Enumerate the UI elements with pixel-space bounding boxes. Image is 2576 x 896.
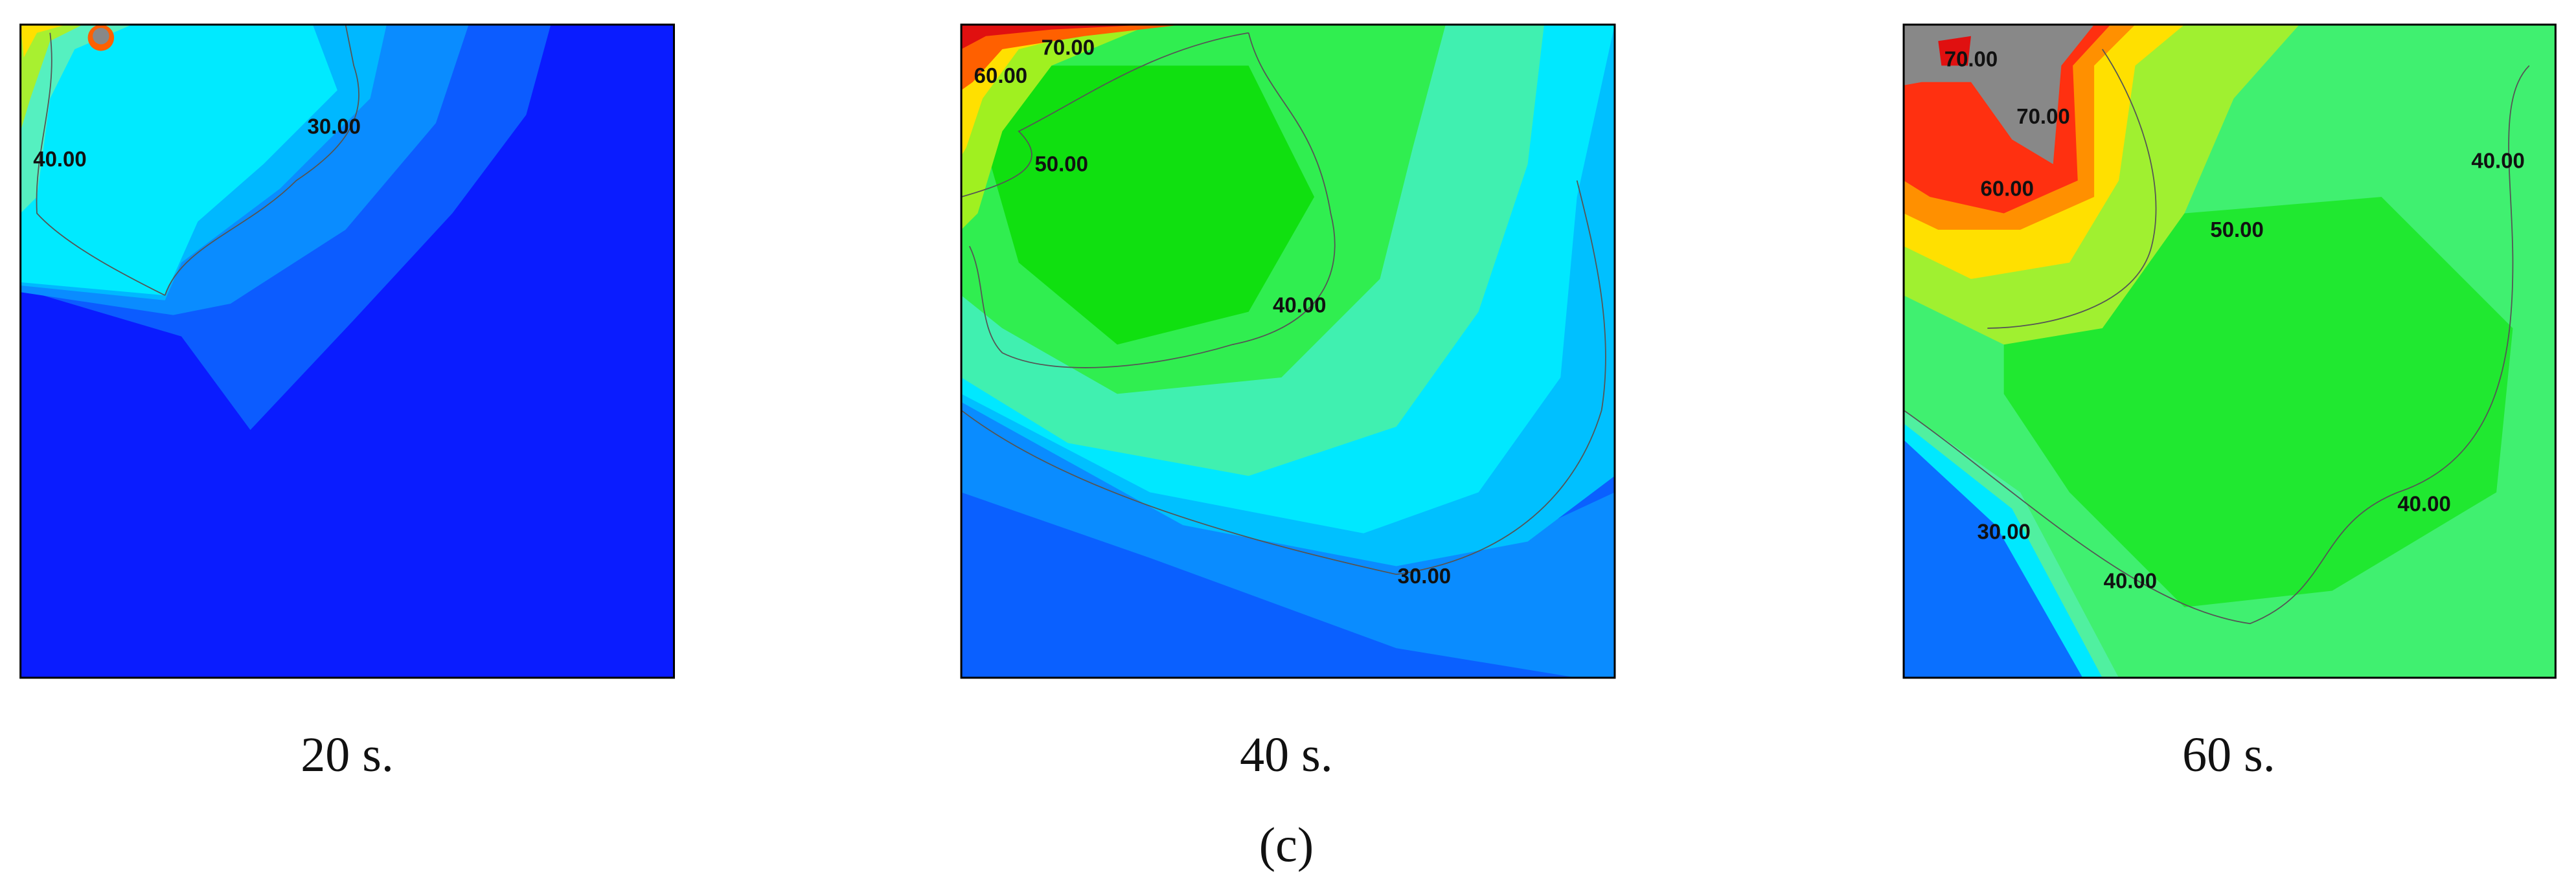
panel-caption: 20 s. — [301, 728, 394, 782]
labels: 20 s. 40.00 30.00 40 s. 70.00 60.00 50.00 40.00… — [33, 36, 2525, 873]
contour-label: 40.00 — [33, 147, 86, 171]
panel-caption: 60 s. — [2182, 728, 2275, 782]
panel-frame — [1902, 23, 2557, 679]
figure-label: (c) — [1259, 818, 1314, 872]
contour-field — [961, 25, 1615, 678]
panel-frame — [19, 23, 676, 679]
contour-label: 50.00 — [1034, 152, 1088, 176]
contour-label: 70.00 — [2016, 104, 2069, 128]
contour-label: 40.00 — [2104, 569, 2157, 593]
panel-caption: 40 s. — [1240, 728, 1333, 782]
contour-label: 50.00 — [2210, 218, 2263, 241]
contour-label: 70.00 — [1042, 36, 1095, 60]
contour-label: 40.00 — [2397, 491, 2450, 515]
contour-label: 30.00 — [308, 114, 361, 138]
contour-label: 60.00 — [974, 63, 1027, 87]
contour-label: 60.00 — [1981, 177, 2034, 201]
panel-frame — [960, 23, 1616, 679]
contour-field — [1904, 25, 2556, 678]
contour-field — [20, 25, 674, 678]
contour-label: 70.00 — [1944, 47, 1998, 71]
contour-label: 40.00 — [1273, 293, 1326, 317]
contour-label: 30.00 — [1977, 520, 2030, 544]
contour-label: 30.00 — [1398, 564, 1451, 588]
contour-label: 40.00 — [2471, 149, 2524, 173]
